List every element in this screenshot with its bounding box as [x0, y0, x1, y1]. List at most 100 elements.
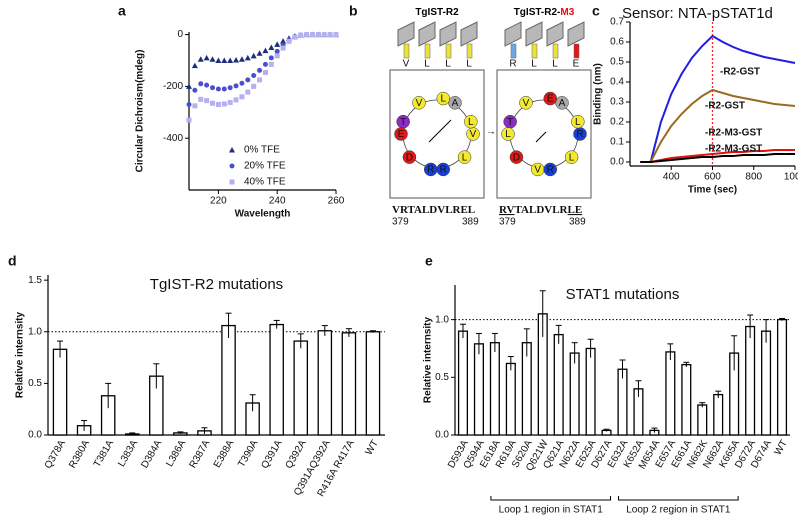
bar — [665, 351, 676, 436]
y-tick-label: -400 — [163, 133, 183, 144]
legend-label: 20% TFE — [244, 161, 286, 172]
helix-plane — [460, 21, 478, 47]
y-tick-label: 1.5 — [28, 275, 42, 286]
residue-letter: L — [462, 152, 468, 163]
point — [192, 87, 198, 93]
point — [280, 45, 286, 51]
y-tick-label: 0.0 — [435, 430, 449, 441]
residue — [457, 150, 472, 164]
bar — [776, 318, 788, 436]
point — [298, 32, 304, 38]
point — [209, 56, 216, 62]
sequence-part: VRTALDVLREL — [392, 204, 475, 216]
point — [274, 53, 280, 59]
residue-letter: R — [576, 129, 583, 140]
residue-letter: D — [513, 152, 520, 163]
series-line — [640, 149, 795, 163]
residue-letter: V — [523, 98, 530, 109]
x-tick-label: 240 — [269, 196, 286, 207]
moment-arrow — [428, 119, 452, 143]
legend-label: 0% TFE — [244, 145, 280, 156]
y-tick-label: 1.0 — [28, 326, 42, 337]
y-tick-label: 0.0 — [610, 157, 624, 168]
side-chain — [466, 43, 473, 59]
y-tick-label: 0.3 — [610, 97, 624, 108]
residue-letter: E — [398, 129, 405, 140]
point — [268, 61, 274, 67]
residue-letter: L — [440, 94, 446, 105]
bar — [52, 348, 68, 436]
legend-label: 40% TFE — [244, 177, 286, 188]
x-tick-label: 800 — [745, 172, 762, 183]
sequence: RVTALDVLRLE — [499, 204, 582, 216]
x-tick-label: E388A — [212, 438, 237, 470]
series-label: -R2-GST — [705, 101, 745, 112]
panel: e Relative internsity 0.0 0.5 1.0 STAT1 mutat… — [423, 253, 790, 516]
residue — [394, 127, 408, 141]
panel: c Binding (nm) Time (sec) 0.0 0.1 0.2 0.3 0.4 0.… — [592, 3, 798, 196]
side-chain — [403, 43, 410, 59]
residue — [501, 127, 515, 141]
point — [250, 52, 257, 59]
end-number: 389 — [569, 217, 586, 228]
side-chain-letter: L — [531, 59, 537, 70]
bar — [457, 330, 469, 436]
residue-letter: V — [416, 98, 423, 109]
sequence: VRTALDVLREL — [392, 204, 475, 216]
y-tick-label: 1.0 — [435, 314, 449, 325]
side-chain-letter: L — [445, 59, 451, 70]
residue-letter: T — [400, 117, 406, 128]
residue — [412, 96, 426, 110]
bar — [697, 404, 708, 436]
residue — [448, 96, 462, 110]
point — [227, 99, 233, 105]
bar — [521, 342, 532, 436]
title-part: M3 — [560, 7, 574, 18]
y-tick-label: 0.2 — [610, 117, 624, 128]
point — [244, 54, 251, 61]
x-tick-label: R387A — [188, 438, 213, 470]
chart-title: TgIST-R2 mutations — [150, 276, 283, 293]
point — [292, 34, 298, 40]
start-number: 379 — [392, 217, 409, 228]
annotation: Loop 2 region in STAT1 — [626, 505, 731, 516]
point — [239, 80, 245, 86]
bar — [761, 330, 772, 436]
end-number: 389 — [462, 217, 479, 228]
sequence-part: LE — [568, 204, 583, 216]
point — [186, 102, 192, 108]
point — [210, 100, 216, 106]
residue-letter: L — [569, 152, 575, 163]
x-tick-label: 400 — [663, 172, 680, 183]
residue — [464, 114, 478, 129]
point — [251, 83, 257, 89]
y-tick-label: 0.6 — [610, 37, 624, 48]
y-tick-label: 0.5 — [435, 372, 449, 383]
bracket — [490, 496, 612, 501]
point — [191, 62, 198, 69]
residue — [543, 162, 558, 177]
side-chain-letter: E — [573, 59, 580, 70]
point — [233, 97, 239, 103]
point — [227, 57, 234, 63]
point — [221, 101, 227, 107]
title-part: TgIST-R2 — [415, 7, 459, 18]
residue-letter: T — [507, 117, 513, 128]
x-tick-label: T390A — [236, 438, 260, 469]
residue — [519, 96, 533, 110]
point — [262, 61, 268, 67]
point — [210, 85, 216, 91]
panel-label: a — [118, 3, 126, 19]
sequence-part: TALDVLR — [515, 204, 569, 216]
point — [197, 56, 204, 62]
arrow: → — [486, 127, 496, 138]
series-line — [640, 153, 795, 163]
residue-letter: A — [559, 98, 566, 109]
residue-letter: L — [505, 129, 511, 140]
point — [186, 117, 192, 123]
side-chain-letter: R — [509, 59, 516, 70]
point — [233, 56, 240, 63]
point — [239, 94, 245, 100]
point — [198, 81, 204, 87]
